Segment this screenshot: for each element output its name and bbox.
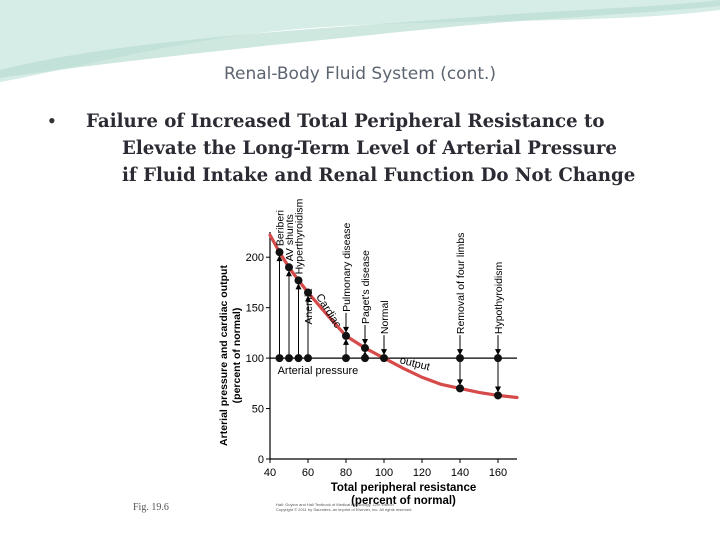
arterial-pressure-point <box>380 354 388 363</box>
annotation-arrowhead <box>343 326 349 333</box>
x-tick-label: 60 <box>302 467 314 479</box>
connector-arrowhead <box>295 283 302 290</box>
connector-arrowhead <box>343 338 349 345</box>
x-tick-label: 80 <box>340 467 352 479</box>
cardiac-output-point <box>342 331 350 340</box>
connector-arrowhead <box>457 379 463 386</box>
arterial-pressure-point <box>494 354 502 363</box>
x-tick-label: 160 <box>489 467 507 479</box>
arterial-pressure-point <box>361 354 369 363</box>
figure-credit: Hall: Guyton and Hall Textbook of Medica… <box>276 502 476 512</box>
arterial-pressure-point <box>304 354 312 363</box>
x-tick-label: 140 <box>451 467 469 479</box>
bullet-line: if Fluid Intake and Renal Function Do No… <box>122 165 636 186</box>
annotation-arrowhead <box>381 349 387 356</box>
background-wave-decoration <box>0 0 720 82</box>
arterial-pressure-label: Arterial pressure <box>278 365 359 377</box>
y-tick-label: 150 <box>246 303 264 315</box>
y-axis-label: Arterial pressure and cardiac output <box>218 265 230 446</box>
background-wave <box>0 0 720 82</box>
cardiac-output-curve <box>268 233 519 400</box>
annotation-arrowhead <box>495 349 501 356</box>
x-tick-label: 120 <box>413 467 431 479</box>
arterial-pressure-point <box>456 354 464 363</box>
arterial-pressure-point <box>342 354 350 363</box>
x-tick-label: 40 <box>264 467 276 479</box>
connector-arrowhead <box>495 386 501 393</box>
x-axis-label: Total peripheral resistance <box>331 482 477 494</box>
cardiac-output-point <box>494 391 502 400</box>
annotation-label: Hypothyroidism <box>493 262 505 335</box>
y-tick-label: 50 <box>252 404 264 416</box>
annotation-label: Hyperthyroidism <box>294 198 306 274</box>
credit-line: Hall: Guyton and Hall Textbook of Medica… <box>276 502 394 507</box>
credit-line: Copyright © 2011 by Saunders, an imprint… <box>276 507 413 512</box>
cardiac-output-point <box>294 276 303 285</box>
annotation-arrowhead <box>362 339 368 346</box>
annotation-label: Paget's disease <box>360 250 372 324</box>
figure-label: Fig. 19.6 <box>133 502 169 513</box>
cardiac-output-point <box>275 248 284 257</box>
arterial-pressure-point <box>294 354 303 363</box>
cardiac-output-point <box>304 288 312 297</box>
bullet-marker: • <box>48 108 56 133</box>
annotation-label: Normal <box>379 300 391 334</box>
annotation-label: AV shunts <box>284 214 296 261</box>
x-tick-label: 100 <box>375 467 393 479</box>
slide-title: Renal-Body Fluid System (cont.) <box>223 64 497 84</box>
arterial-pressure-point <box>275 354 284 363</box>
annotation-label: Removal of four limbs <box>455 233 467 335</box>
bullet-line: Failure of Increased Total Peripheral Re… <box>86 111 605 132</box>
bullet-text: Failure of Increased Total Peripheral Re… <box>86 108 696 189</box>
peripheral-resistance-chart: 0 50 100 150 200 40 60 80 100 120 140 160 Total peri… <box>213 197 520 523</box>
annotation-label: Beriberi <box>275 210 287 246</box>
annotation-label: Pulmonary disease <box>341 222 353 311</box>
cardiac-output-point <box>285 263 293 272</box>
annotation-arrowhead <box>457 349 463 356</box>
cardiac-output-point <box>456 384 464 393</box>
connector-arrowhead <box>286 270 292 277</box>
cardiac-output-point <box>361 344 369 353</box>
background-wave-stripe <box>0 0 720 78</box>
y-tick-label: 0 <box>258 454 264 466</box>
annotation-label: Anemia <box>303 289 315 325</box>
bullet-line: Elevate the Long-Term Level of Arterial … <box>122 138 617 159</box>
chart-plot: 0 50 100 150 200 40 60 80 100 120 140 160 Total peri… <box>218 198 519 507</box>
arterial-pressure-point <box>285 354 293 363</box>
y-tick-label: 200 <box>246 252 264 264</box>
y-tick-label: 100 <box>246 353 264 365</box>
connector-arrowhead <box>305 295 311 302</box>
connector-arrowhead <box>276 255 283 262</box>
y-axis-sublabel: (percent of normal) <box>231 308 243 404</box>
x-axis-sublabel: (percent of normal) <box>351 495 456 507</box>
